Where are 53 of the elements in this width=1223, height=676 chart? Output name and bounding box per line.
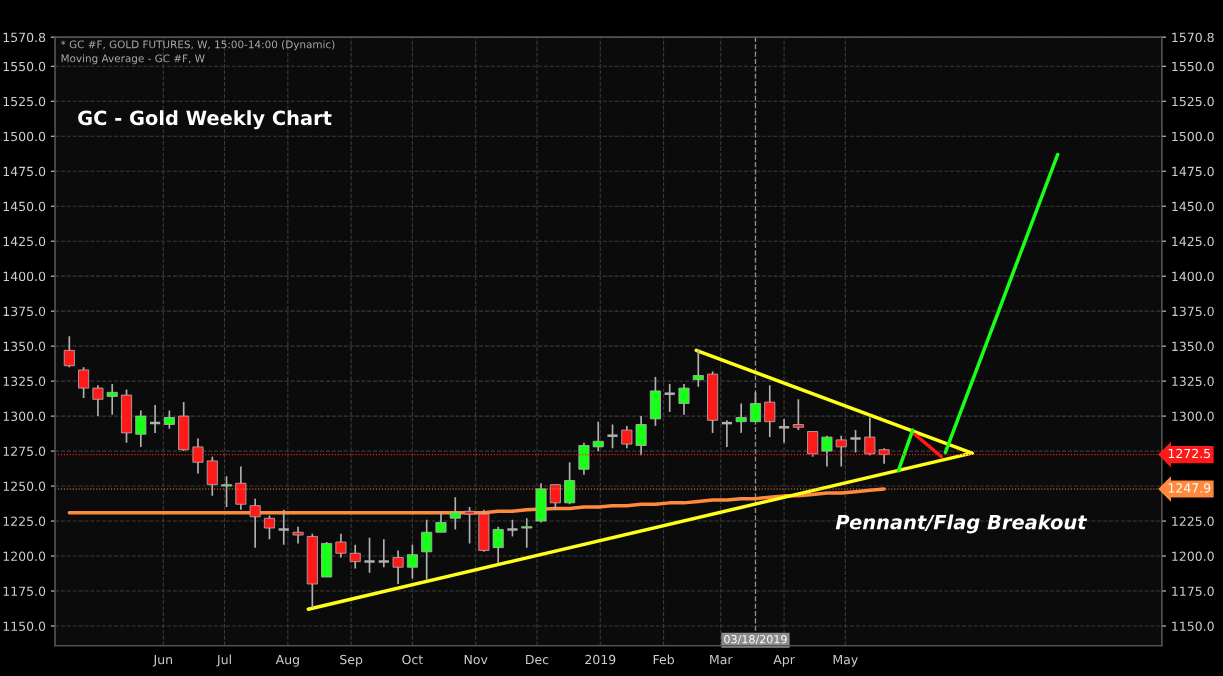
annotation: Pennant/Flag Breakout	[835, 514, 1088, 534]
ref-line-label: 1272.5	[1168, 448, 1211, 459]
y2-tick-label: 1400.0	[1172, 271, 1214, 282]
y-tick-label: 1425.0	[3, 236, 46, 247]
y2-tick-label: 1475.0	[1172, 166, 1214, 177]
x-tick-label: Jul	[216, 654, 231, 667]
x-tick-label: Apr	[773, 654, 795, 667]
y2-tick-label: 1300.0	[1172, 411, 1214, 422]
y2-tick-label: 1450.0	[1172, 201, 1214, 212]
x-tick-label: Feb	[653, 654, 674, 665]
y2-tick-label: 1225.0	[1172, 516, 1214, 526]
y-tick-label: 1200.0	[3, 551, 46, 561]
y2-tick-label: 1375.0	[1172, 306, 1214, 317]
ref-line-label: 03/18/2019	[724, 635, 787, 645]
y-tick-label: 1250.0	[3, 481, 46, 491]
x-tick-label: Mar	[710, 654, 733, 665]
y-tick-label: 1570.8	[3, 32, 46, 43]
x-tick-label: Oct	[402, 654, 423, 665]
y-tick-label: 1350.0	[3, 341, 46, 352]
chart-subtitle: * GC #F, GOLD FUTURES, W, 15:00-14:00 (Dynamic)	[60, 40, 335, 51]
x-tick-label: Nov	[464, 654, 488, 665]
x-tick-label: 2019	[585, 654, 616, 665]
y-tick-label: 1550.0	[3, 61, 46, 72]
y2-tick-label: 1425.0	[1172, 236, 1214, 247]
y-tick-label: 1475.0	[3, 166, 46, 177]
x-tick-label: Dec	[526, 654, 549, 665]
y-tick-label: 1400.0	[3, 271, 46, 282]
x-tick-label: May	[833, 654, 858, 667]
y2-tick-label: 1525.0	[1172, 96, 1214, 107]
x-tick-label: Sep	[340, 654, 363, 667]
annotation: Moving Average - GC #F, W	[61, 54, 205, 65]
y2-tick-label: 1570.8	[1172, 32, 1214, 43]
y2-tick-label: 1150.0	[1172, 621, 1214, 631]
y2-tick-label: 1200.0	[1172, 551, 1214, 561]
x-tick-label: Aug	[275, 654, 299, 667]
y-tick-label: 1225.0	[3, 516, 46, 526]
y-tick-label: 1525.0	[3, 96, 46, 107]
y-tick-label: 1150.0	[3, 621, 46, 631]
y2-tick-label: 1500.0	[1172, 131, 1214, 142]
y-tick-label: 1275.0	[3, 446, 46, 457]
y2-tick-label: 1175.0	[1172, 586, 1214, 596]
y2-tick-label: 1550.0	[1172, 61, 1214, 72]
y-tick-label: 1325.0	[3, 376, 46, 387]
y2-tick-label: 1325.0	[1172, 376, 1214, 387]
y-tick-label: 1175.0	[3, 586, 46, 596]
text: GC - Gold Weekly Chart	[78, 110, 332, 130]
y-tick-label: 1300.0	[3, 411, 46, 422]
ref-line-label: 1247.9	[1168, 483, 1211, 493]
y-tick-label: 1450.0	[3, 201, 46, 212]
y-tick-label: 1500.0	[3, 131, 46, 142]
x-tick-label: Jun	[152, 654, 172, 667]
y-tick-label: 1375.0	[3, 306, 46, 317]
y2-tick-label: 1350.0	[1172, 341, 1214, 352]
